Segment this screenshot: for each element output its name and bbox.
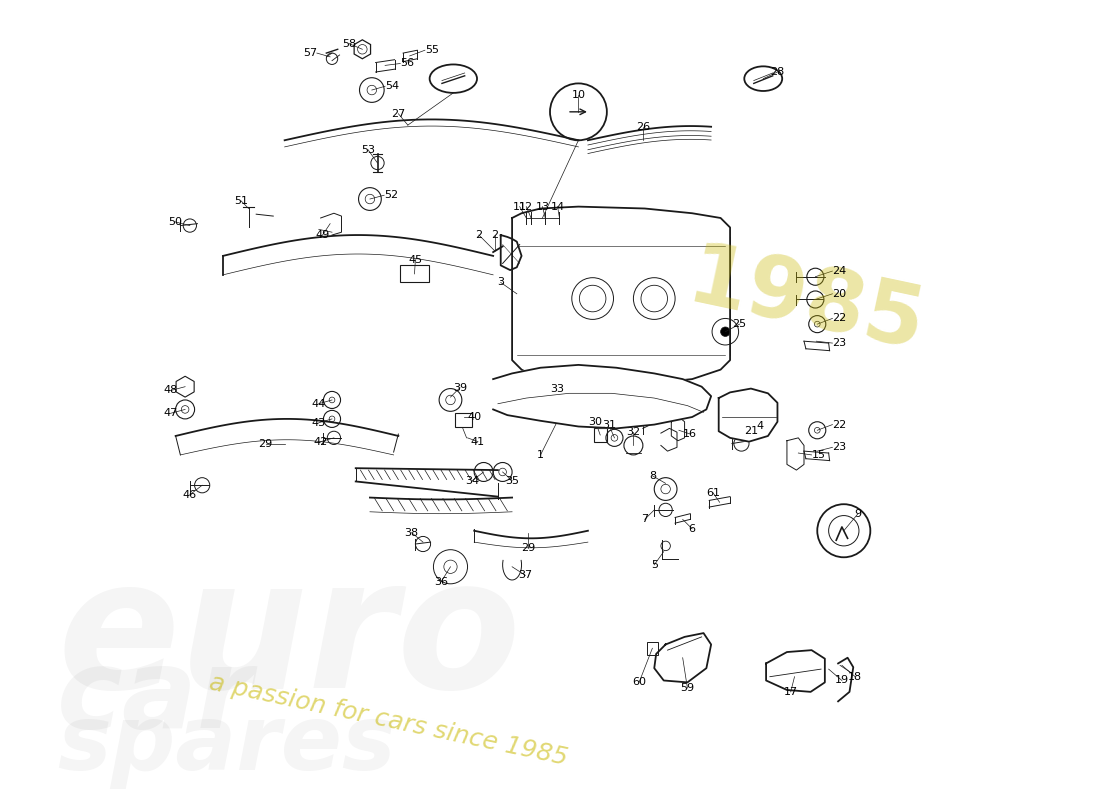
Text: 2: 2	[492, 230, 498, 240]
Polygon shape	[718, 389, 778, 442]
Text: 45: 45	[408, 254, 422, 265]
Text: 24: 24	[833, 266, 847, 276]
Bar	[594, 428, 607, 442]
Text: 37: 37	[518, 570, 532, 580]
Text: a passion for cars since 1985: a passion for cars since 1985	[208, 670, 570, 770]
Text: 60: 60	[632, 678, 646, 687]
Text: 39: 39	[453, 382, 468, 393]
Polygon shape	[493, 365, 711, 428]
Bar	[647, 642, 658, 655]
Text: 42: 42	[314, 437, 328, 446]
Text: 4: 4	[757, 422, 764, 431]
Text: 40: 40	[468, 412, 481, 422]
Text: 33: 33	[551, 383, 564, 394]
Text: 22: 22	[833, 314, 847, 323]
Text: 2: 2	[475, 230, 483, 240]
Text: euro: euro	[57, 550, 521, 726]
Text: 49: 49	[316, 230, 330, 240]
Text: 10: 10	[571, 90, 585, 100]
Bar	[455, 414, 472, 427]
Text: 57: 57	[302, 48, 317, 58]
Text: 50: 50	[167, 217, 182, 226]
Circle shape	[712, 318, 738, 345]
Text: 5: 5	[651, 560, 658, 570]
Text: 14: 14	[550, 202, 564, 212]
Text: 34: 34	[465, 475, 480, 486]
Text: 32: 32	[626, 427, 640, 437]
Text: 56: 56	[400, 58, 415, 69]
Text: 25: 25	[733, 319, 747, 329]
Text: 28: 28	[770, 67, 784, 77]
Text: 30: 30	[588, 417, 603, 426]
Text: 55: 55	[425, 46, 439, 55]
Text: 23: 23	[833, 442, 847, 452]
Text: 31: 31	[602, 419, 616, 430]
Text: 58: 58	[342, 38, 356, 49]
Text: 46: 46	[183, 490, 197, 500]
Text: 15: 15	[812, 450, 826, 460]
Text: 41: 41	[471, 437, 485, 446]
Text: 47: 47	[164, 408, 178, 418]
Circle shape	[720, 327, 730, 337]
Text: 12: 12	[519, 202, 534, 212]
Text: 27: 27	[392, 109, 406, 118]
Text: 7: 7	[641, 514, 648, 524]
Text: 35: 35	[505, 475, 519, 486]
Text: 13: 13	[536, 202, 549, 212]
Text: spares: spares	[57, 702, 396, 790]
Ellipse shape	[745, 66, 782, 91]
Text: 17: 17	[783, 687, 798, 697]
Polygon shape	[654, 633, 711, 682]
Text: 52: 52	[384, 190, 398, 200]
Text: 61: 61	[706, 488, 721, 498]
Text: 1985: 1985	[680, 238, 932, 369]
Text: 54: 54	[385, 82, 399, 91]
Text: 16: 16	[683, 429, 697, 439]
Text: 9: 9	[855, 509, 861, 518]
Circle shape	[550, 83, 607, 140]
Text: 29: 29	[521, 542, 536, 553]
Text: car: car	[57, 645, 253, 751]
Text: 6: 6	[689, 524, 695, 534]
Text: 26: 26	[636, 122, 650, 132]
Text: 19: 19	[835, 675, 849, 686]
Text: 38: 38	[405, 528, 419, 538]
Text: 29: 29	[258, 438, 273, 449]
Text: 23: 23	[833, 338, 847, 348]
Text: 51: 51	[234, 196, 248, 206]
Ellipse shape	[430, 65, 477, 93]
Text: 59: 59	[681, 683, 694, 693]
Text: 22: 22	[833, 419, 847, 430]
Text: 18: 18	[848, 672, 862, 682]
Text: 8: 8	[649, 470, 656, 481]
Text: 20: 20	[833, 289, 847, 299]
Bar	[400, 266, 429, 282]
Text: 3: 3	[497, 278, 504, 287]
Text: 44: 44	[311, 398, 326, 409]
Text: 48: 48	[164, 386, 178, 395]
Text: 36: 36	[434, 577, 448, 587]
Text: 21: 21	[744, 426, 758, 436]
Text: 11: 11	[513, 202, 527, 212]
Text: 1: 1	[537, 450, 544, 460]
Text: 53: 53	[361, 145, 375, 154]
Polygon shape	[766, 650, 825, 692]
Text: 43: 43	[311, 418, 326, 428]
